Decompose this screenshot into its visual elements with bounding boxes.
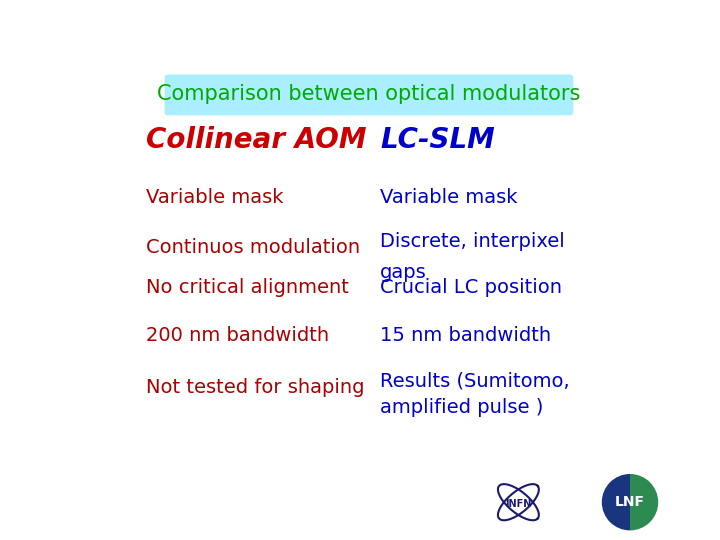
- FancyBboxPatch shape: [166, 75, 572, 114]
- Wedge shape: [630, 474, 658, 530]
- Text: LNF: LNF: [615, 495, 645, 509]
- Text: gaps: gaps: [380, 263, 427, 282]
- Text: Crucial LC position: Crucial LC position: [380, 278, 562, 297]
- Text: Variable mask: Variable mask: [380, 188, 518, 207]
- Text: Variable mask: Variable mask: [145, 188, 283, 207]
- Text: No critical alignment: No critical alignment: [145, 278, 348, 297]
- Text: Continuos modulation: Continuos modulation: [145, 238, 360, 257]
- Text: Collinear AOM: Collinear AOM: [145, 126, 366, 154]
- Text: 15 nm bandwidth: 15 nm bandwidth: [380, 326, 552, 345]
- Text: 200 nm bandwidth: 200 nm bandwidth: [145, 326, 329, 345]
- Text: Results (Sumitomo,: Results (Sumitomo,: [380, 372, 570, 390]
- Text: amplified pulse ): amplified pulse ): [380, 399, 544, 417]
- Wedge shape: [602, 474, 630, 530]
- Text: INFN: INFN: [505, 498, 531, 509]
- Text: Comparison between optical modulators: Comparison between optical modulators: [157, 84, 581, 104]
- Text: LC-SLM: LC-SLM: [380, 126, 495, 154]
- Text: Discrete, interpixel: Discrete, interpixel: [380, 232, 565, 251]
- Text: Not tested for shaping: Not tested for shaping: [145, 377, 364, 396]
